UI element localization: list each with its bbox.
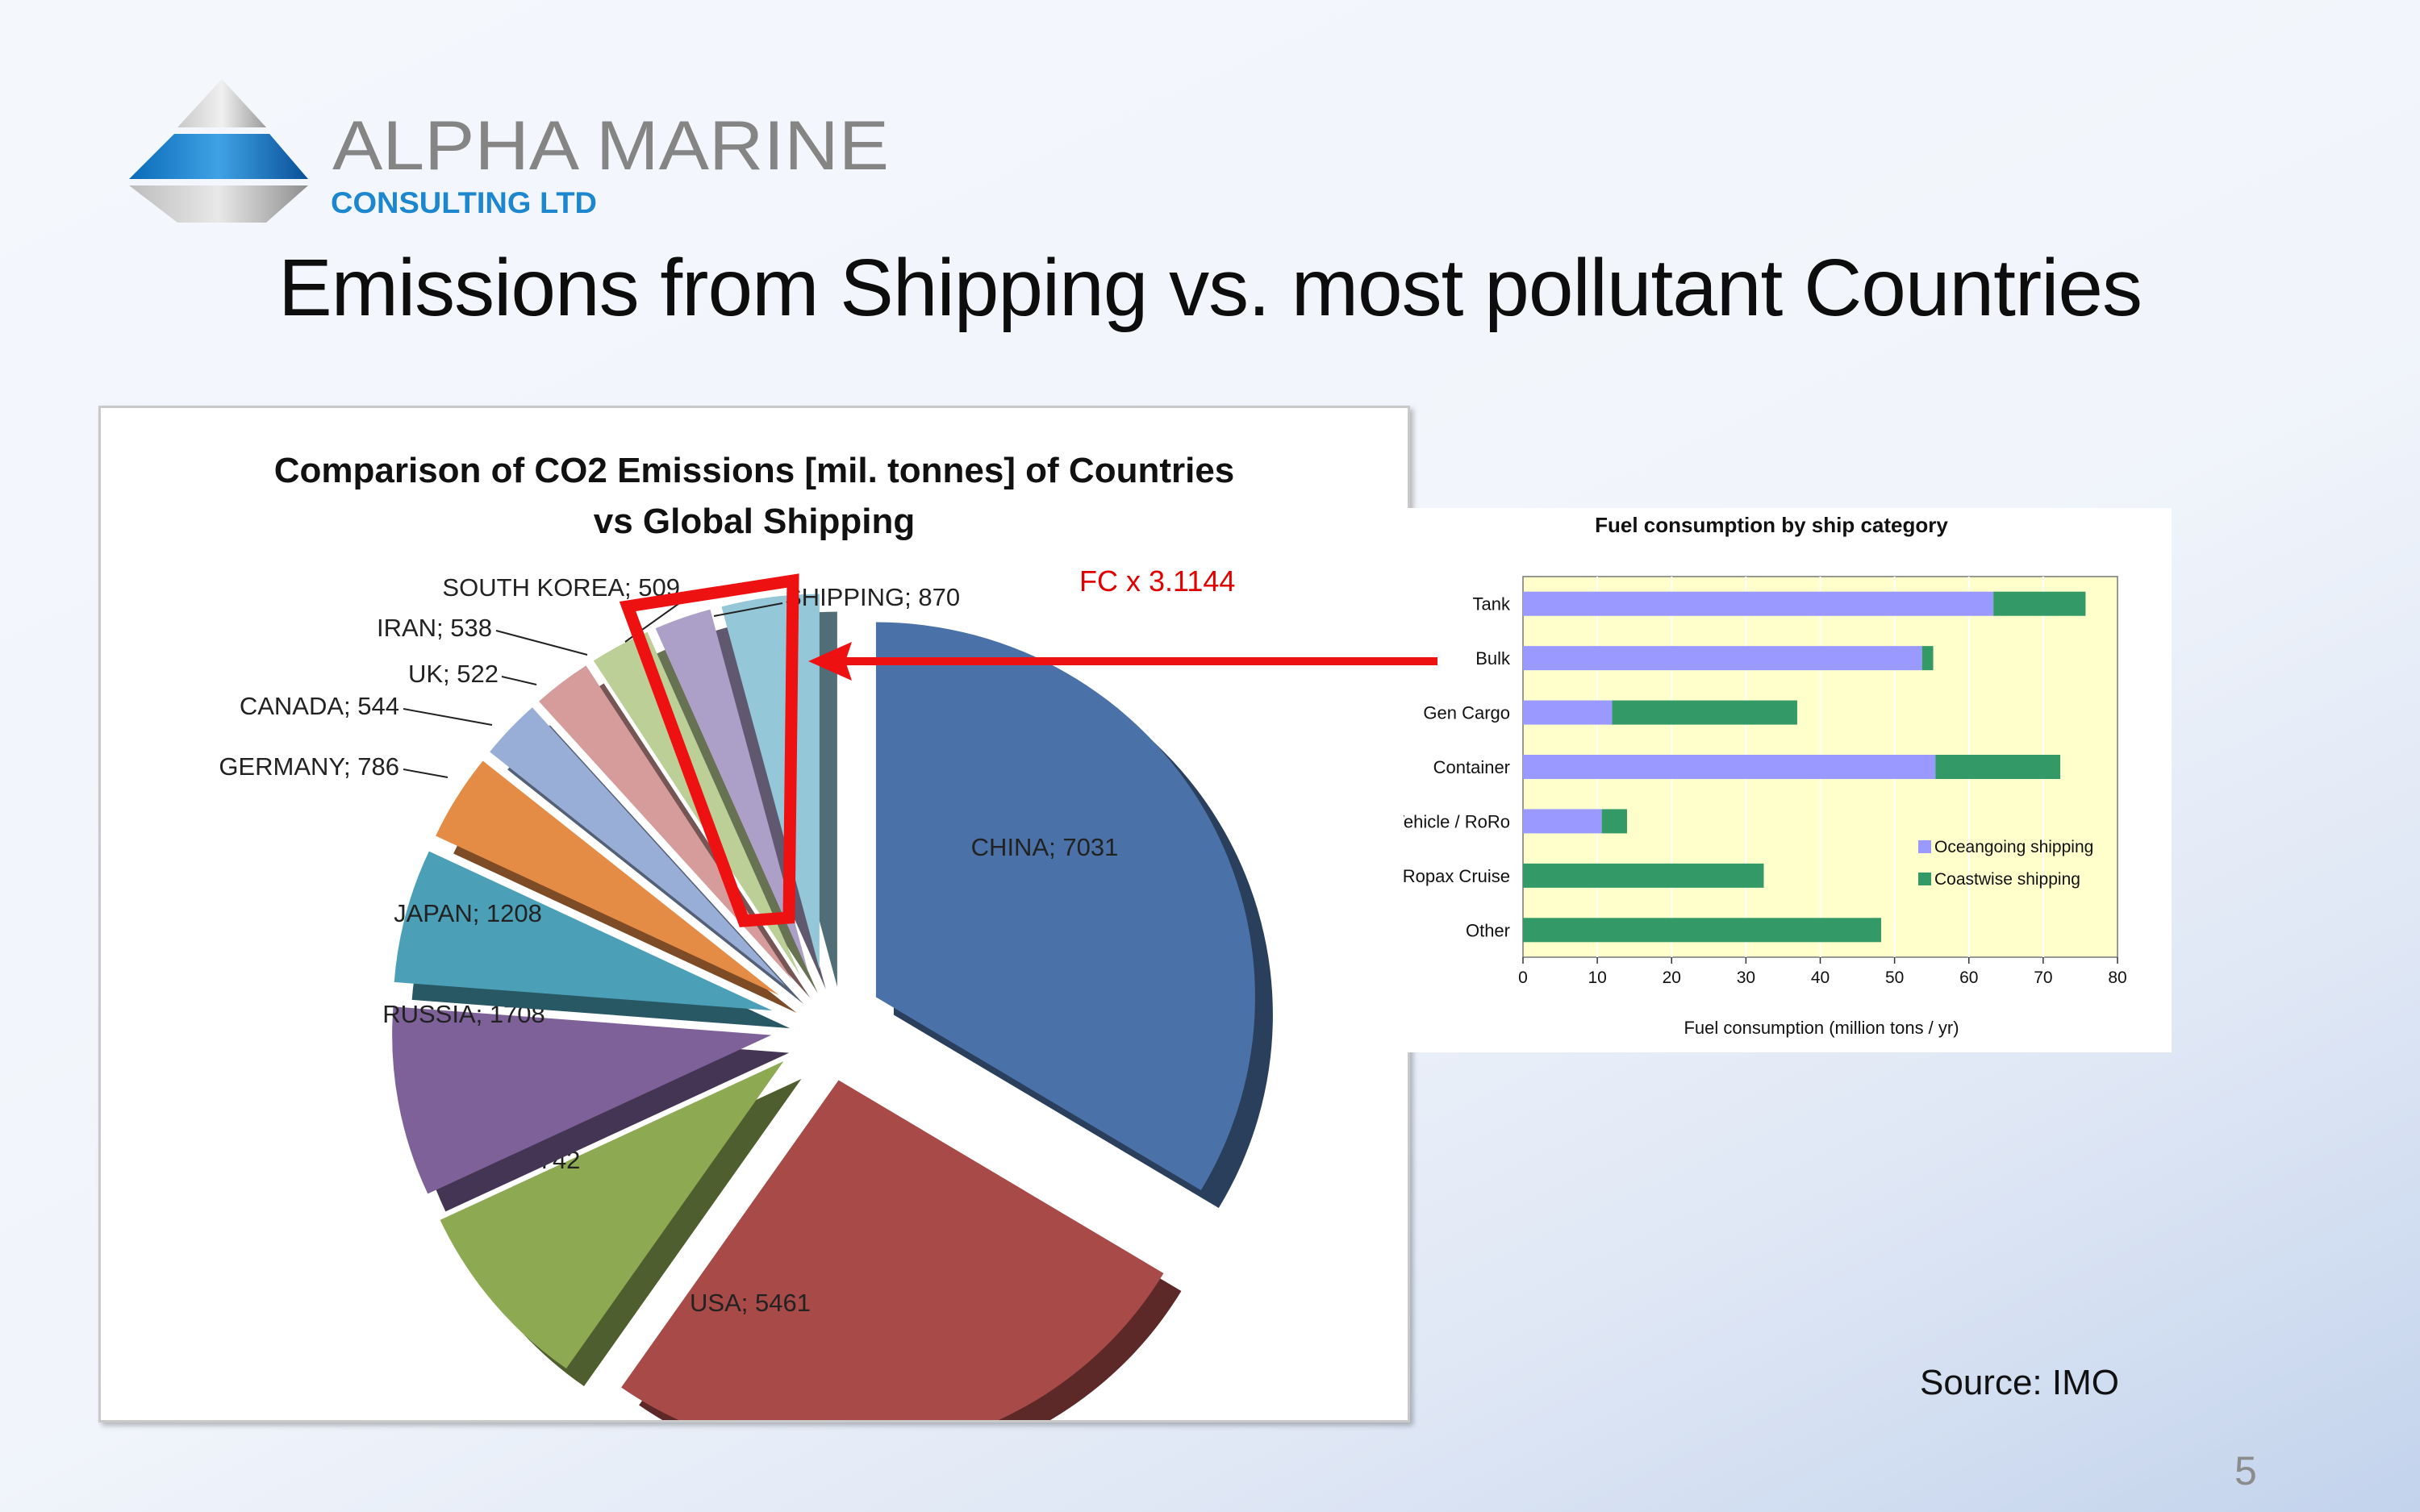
fuel-bar-chart: Fuel consumption by ship category Fuel c… (1392, 513, 2126, 1038)
leader-line (495, 630, 588, 656)
legend-swatch (1918, 873, 1931, 885)
bar-chart-title: Fuel consumption by ship category (1595, 513, 1948, 537)
bar-oceangoing (1523, 755, 1936, 779)
fuel-conversion-annotation: FC x 3.1144 (1079, 564, 1236, 598)
pie-slice-germany (436, 760, 797, 1014)
slice-face (621, 1080, 1164, 1456)
pyramid-logo-icon (129, 79, 308, 223)
pie-slice-russia (392, 1006, 790, 1212)
category-label: Other (1466, 920, 1510, 940)
leader-line (403, 708, 493, 726)
slice-label: SOUTH KOREA; 509 (442, 573, 680, 602)
logo-subtitle: CONSULTING LTD (331, 186, 597, 219)
shipping-highlight-box (619, 573, 799, 927)
category-label: Bulk (1475, 648, 1511, 669)
slice-label: IRAN; 538 (377, 614, 492, 642)
slice-label: SHIPPING; 870 (785, 583, 960, 611)
bar-coastwise (1523, 918, 1882, 943)
slice-face (539, 665, 793, 981)
bar-oceangoing (1523, 591, 1994, 616)
arrow-head-icon (808, 642, 852, 681)
slice-face (436, 760, 779, 996)
bar-coastwise (1523, 863, 1764, 888)
leader-line (501, 676, 537, 685)
x-tick-label: 40 (1811, 968, 1830, 987)
bar-coastwise (1612, 700, 1797, 725)
leader-line (713, 602, 783, 617)
pie-slice-canada (490, 707, 804, 1004)
legend-label: Coastwise shipping (1934, 870, 2080, 889)
slice-label: CHINA; 7031 (971, 833, 1119, 861)
slice-label: UK; 522 (408, 660, 499, 688)
slice-label: JAPAN; 1208 (394, 899, 542, 927)
bar-oceangoing (1523, 700, 1613, 725)
x-tick-label: 50 (1885, 968, 1904, 987)
x-tick-label: 70 (2034, 968, 2052, 987)
x-tick-label: 20 (1663, 968, 1681, 987)
company-logo: ALPHA MARINE CONSULTING LTD (129, 79, 889, 223)
bar-chart-xlabel: Fuel consumption (million tons / yr) (1684, 1018, 1959, 1038)
category-label: Gen Cargo (1423, 703, 1510, 723)
bar-coastwise (1935, 755, 2061, 779)
pie-slice-china (875, 622, 1273, 1209)
x-tick-label: 0 (1518, 968, 1528, 987)
category-label: Container (1433, 757, 1510, 777)
pie-slice-india (440, 1061, 802, 1387)
bar-chart-panel: Fuel consumption by ship category Fuel c… (1392, 508, 2172, 1052)
bar-coastwise (1993, 591, 2086, 616)
pie-slice-usa (621, 1080, 1182, 1473)
bar-coastwise (1601, 809, 1627, 834)
slice-face (392, 1006, 772, 1194)
logo-name: ALPHA MARINE (332, 107, 889, 185)
category-label: Ropax Cruise (1404, 866, 1510, 886)
page-number: 5 (2234, 1448, 2257, 1493)
category-label: Vehicle / RoRo (1404, 811, 1510, 831)
legend-swatch (1918, 840, 1931, 853)
slice-label: GERMANY; 786 (219, 752, 399, 781)
slice-face (490, 707, 786, 986)
bar-coastwise (1921, 646, 1934, 671)
x-tick-label: 80 (2108, 968, 2126, 987)
slice-face (875, 622, 1255, 1191)
x-tick-label: 10 (1588, 968, 1606, 987)
leader-line (403, 768, 449, 778)
bar-oceangoing (1523, 646, 1922, 671)
slice-face (394, 851, 773, 1011)
bar-oceangoing (1523, 809, 1602, 834)
slice-face (655, 609, 808, 972)
pie-chart-subtitle: vs Global Shipping (594, 502, 915, 541)
slice-face (440, 1061, 784, 1369)
x-tick-label: 30 (1737, 968, 1755, 987)
source-label: Source: IMO (1920, 1363, 2119, 1402)
slice-label: CANADA; 544 (240, 692, 399, 720)
legend-label: Oceangoing shipping (1934, 838, 2093, 856)
slice-label: USA; 5461 (690, 1289, 811, 1317)
category-label: Tank (1473, 594, 1511, 614)
pie-chart-title: Comparison of CO2 Emissions [mil. tonnes… (274, 451, 1235, 490)
slide-title: Emissions from Shipping vs. most polluta… (277, 243, 2143, 333)
pie-slice-japan (394, 851, 791, 1029)
x-tick-label: 60 (1959, 968, 1978, 987)
